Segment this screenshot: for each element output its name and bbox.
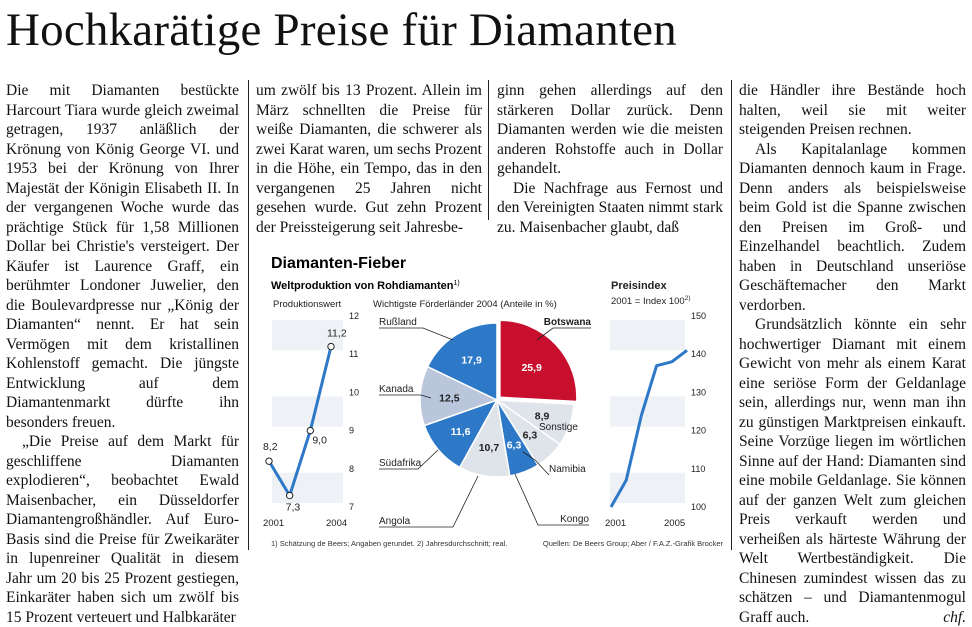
- article-column-3: ginn gehen allerdings auf den stärkeren …: [497, 81, 723, 237]
- chart-subtitle-footnote-mark: 2): [685, 295, 691, 302]
- y-tick-label: 140: [691, 349, 706, 359]
- article-headline: Hochkarätige Preise für Diamanten: [6, 2, 677, 58]
- y-tick-label: 9: [349, 426, 354, 436]
- paragraph: die Händler ihre Bestände hoch halten, w…: [739, 81, 966, 140]
- slice-value-label: 6,3: [507, 440, 522, 452]
- data-point: [266, 458, 272, 464]
- country-label: Kongo: [560, 514, 589, 525]
- x-tick-label: 2001: [263, 518, 284, 529]
- y-tick-label: 110: [691, 464, 705, 474]
- chart-subtitle: 2001 = Index 1002): [611, 295, 690, 307]
- country-label: Botswana: [544, 317, 592, 328]
- y-tick-label: 130: [691, 387, 706, 397]
- paragraph: Als Kapitalanlage kommen Diamanten denno…: [739, 140, 966, 316]
- paragraph-text: Grundsätzlich könnte ein sehr hochwertig…: [739, 316, 966, 626]
- paragraph: Grundsätzlich könnte ein sehr hochwertig…: [739, 315, 966, 627]
- y-tick-label: 100: [691, 502, 706, 512]
- grid-band: [610, 320, 685, 350]
- country-label: Sonstige: [539, 422, 578, 433]
- column-divider: [488, 80, 489, 220]
- data-label: 7,3: [286, 502, 301, 514]
- y-tick-label: 150: [691, 311, 706, 321]
- infographic: Diamanten-Fieber Weltproduktion von Rohd…: [253, 240, 728, 551]
- y-tick-label: 12: [349, 311, 359, 321]
- grid-band: [272, 396, 343, 426]
- slice-value-label: 6,3: [523, 430, 538, 442]
- data-label: 9,0: [312, 435, 327, 447]
- data-label: 11,2: [327, 328, 347, 340]
- data-label: 8,2: [263, 441, 278, 453]
- y-tick-label: 11: [349, 349, 358, 359]
- section-title: Weltproduktion von Rohdiamanten1): [271, 280, 460, 292]
- paragraph: „Die Preise auf dem Markt für geschliffe…: [6, 432, 239, 627]
- country-label: Angola: [379, 516, 411, 527]
- y-tick-label: 7: [349, 502, 354, 512]
- chart-title: Produktionswert: [273, 299, 341, 310]
- grid-band: [272, 473, 343, 503]
- data-point: [328, 343, 334, 349]
- paragraph: Die Nachfrage aus Fernost und den Verein…: [497, 179, 723, 238]
- y-tick-label: 10: [349, 387, 359, 397]
- paragraph: um zwölf bis 13 Prozent. Allein im März …: [256, 81, 482, 237]
- slice-value-label: 12,5: [439, 392, 460, 404]
- chart-subtitle-text: 2001 = Index 100: [611, 296, 685, 307]
- country-label: Südafrika: [379, 458, 422, 469]
- y-tick-label: 8: [349, 464, 354, 474]
- footnote: 1) Schätzung de Beers; Angaben gerundet.…: [271, 539, 507, 548]
- source-line: Quellen: De Beers Group; Aber / F.A.Z.-G…: [543, 539, 724, 548]
- column-divider: [248, 80, 249, 550]
- country-label: Kanada: [379, 384, 414, 395]
- slice-value-label: 11,6: [451, 426, 471, 438]
- chart-title: Preisindex: [611, 280, 668, 292]
- chart-title: Wichtigste Förderländer 2004 (Anteile in…: [373, 299, 557, 310]
- slice-value-label: 17,9: [461, 355, 482, 367]
- slice-value-label: 10,7: [479, 442, 500, 454]
- data-point: [286, 492, 292, 498]
- data-point: [307, 427, 313, 433]
- x-tick-label: 2005: [664, 518, 685, 529]
- paragraph: Die mit Diamanten bestückte Harcourt Tia…: [6, 81, 239, 432]
- slice-value-label: 25,9: [521, 362, 542, 374]
- article-column-1: Die mit Diamanten bestückte Harcourt Tia…: [6, 81, 239, 627]
- y-tick-label: 120: [691, 426, 706, 436]
- country-label: Rußland: [379, 317, 417, 328]
- paragraph: ginn gehen allerdings auf den stärkeren …: [497, 81, 723, 179]
- country-label: Namibia: [549, 464, 586, 475]
- article-column-2: um zwölf bis 13 Prozent. Allein im März …: [256, 81, 482, 237]
- author-signature: chf.: [927, 608, 966, 627]
- x-tick-label: 2001: [605, 518, 626, 529]
- graphic-title: Diamanten-Fieber: [271, 255, 406, 272]
- article-column-4: die Händler ihre Bestände hoch halten, w…: [739, 81, 966, 627]
- grid-band: [610, 396, 685, 426]
- slice-value-label: 8,9: [535, 411, 550, 423]
- column-divider: [731, 80, 732, 550]
- x-tick-label: 2004: [326, 518, 347, 529]
